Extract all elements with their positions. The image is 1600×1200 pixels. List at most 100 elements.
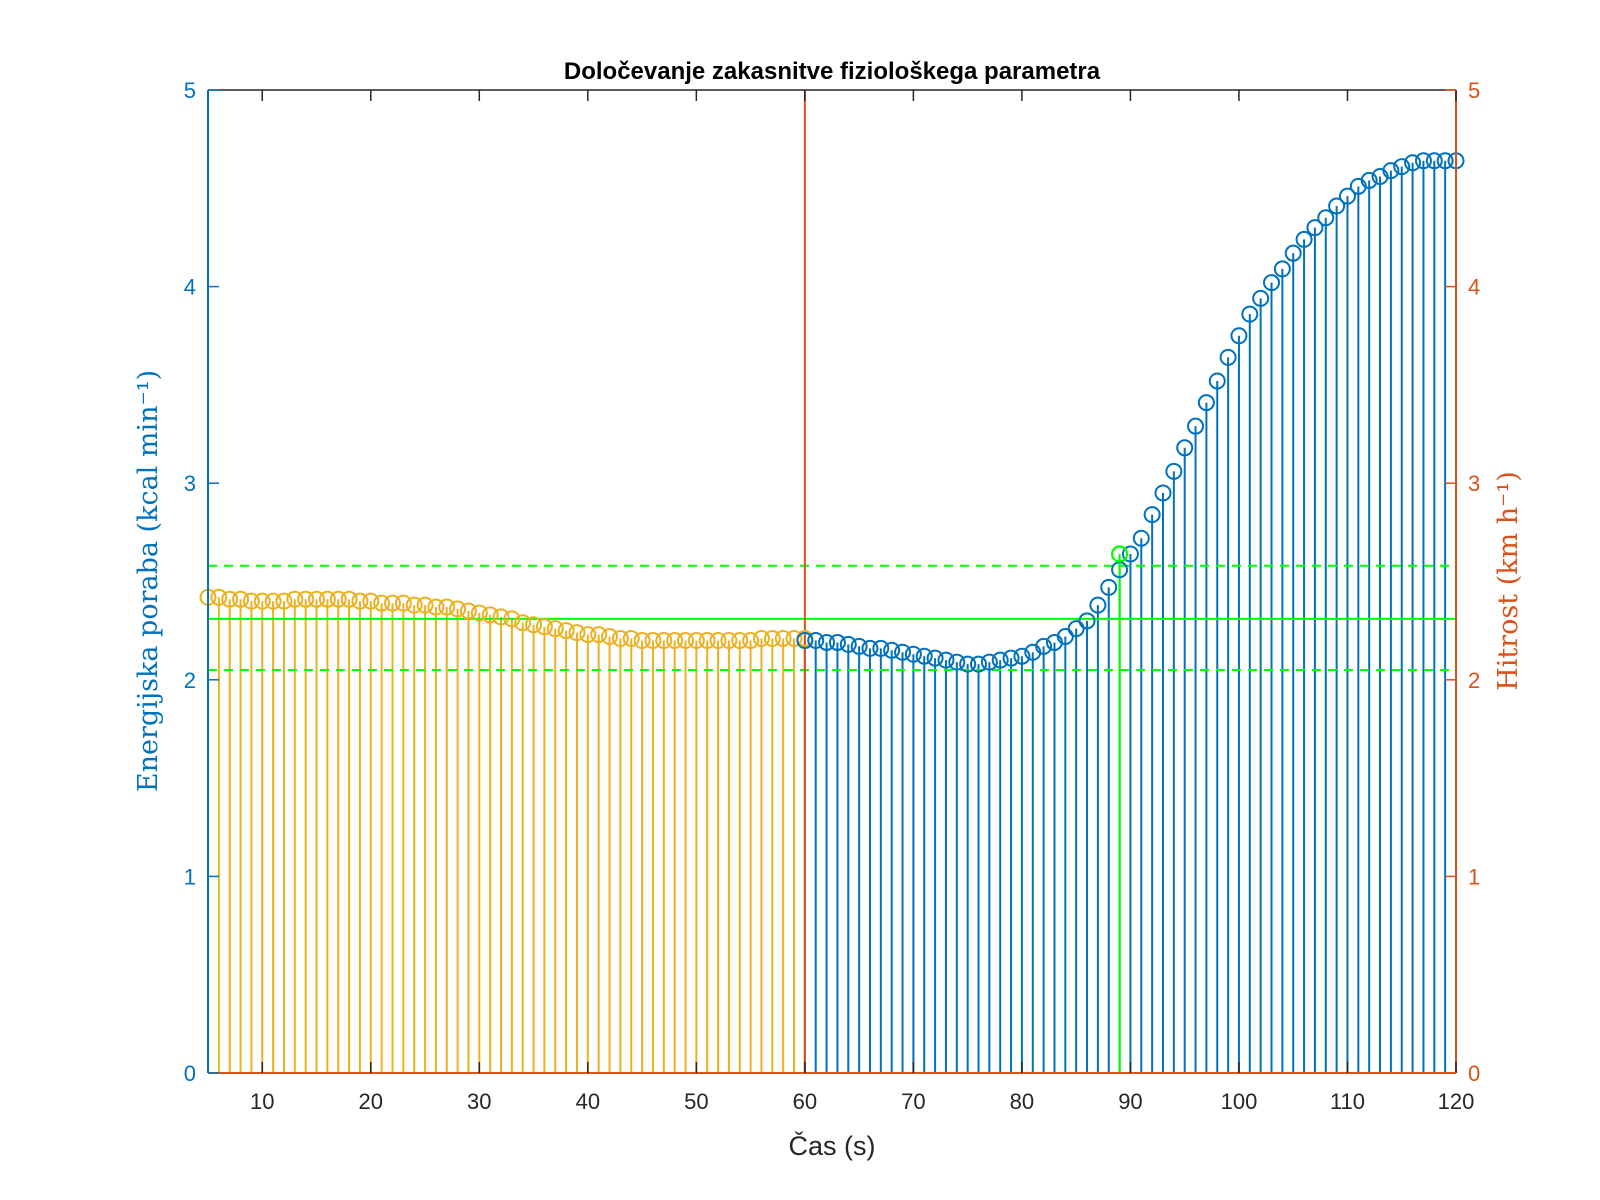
data-point [1100, 578, 1118, 596]
data-point [1414, 152, 1432, 170]
data-point [242, 592, 260, 610]
data-point [622, 630, 640, 648]
data-point [1436, 152, 1454, 170]
y-tick-label-right: 5 [1468, 78, 1480, 103]
data-point [1219, 348, 1237, 366]
x-tick-label: 110 [1330, 1089, 1365, 1114]
data-point [1132, 529, 1150, 547]
data-point [709, 631, 727, 649]
data-point [1078, 612, 1096, 630]
x-tick-label: 70 [901, 1089, 925, 1114]
data-point [1121, 545, 1139, 563]
data-point [351, 592, 369, 610]
x-tick-label: 40 [576, 1089, 600, 1114]
data-point [1328, 197, 1346, 215]
data-point [1067, 620, 1085, 638]
plot-background [208, 90, 1456, 1073]
highlight-point [1110, 545, 1129, 563]
data-point [383, 594, 401, 612]
x-tick-label: 50 [684, 1089, 708, 1114]
data-point [601, 628, 619, 646]
data-point [676, 631, 694, 649]
y-tick-label-left: 4 [184, 275, 196, 300]
data-point [318, 590, 336, 608]
data-point [546, 620, 564, 638]
data-point [785, 630, 803, 648]
data-point [872, 639, 890, 657]
x-axis-label: Čas (s) [789, 1130, 876, 1161]
data-point [720, 631, 738, 649]
data-point [1013, 647, 1031, 665]
data-point [883, 641, 901, 659]
data-point [1197, 394, 1215, 412]
data-point [1263, 274, 1281, 292]
data-point [1241, 305, 1259, 323]
data-point [329, 590, 347, 608]
y-tick-label-right: 0 [1468, 1061, 1480, 1086]
data-point [1187, 417, 1205, 435]
data-point [297, 590, 315, 608]
data-point [970, 655, 988, 673]
data-point [1252, 289, 1270, 307]
data-point [937, 651, 955, 669]
data-point [774, 630, 792, 648]
data-point [492, 608, 510, 626]
x-tick-label: 60 [793, 1089, 817, 1114]
data-point [807, 631, 825, 649]
data-point [1230, 327, 1248, 345]
data-point [644, 631, 662, 649]
data-point [1317, 209, 1335, 227]
data-point [579, 626, 597, 644]
y-tick-label-right: 2 [1468, 668, 1480, 693]
data-point [535, 618, 553, 636]
data-point [394, 594, 412, 612]
data-point [481, 606, 499, 624]
data-point [1056, 628, 1074, 646]
data-point [1208, 372, 1226, 390]
data-point [850, 637, 868, 655]
x-tick-label: 10 [250, 1089, 274, 1114]
data-point [525, 616, 543, 634]
y-tick-label-right: 4 [1468, 275, 1480, 300]
y-tick-label-right: 3 [1468, 471, 1480, 496]
data-point [308, 590, 326, 608]
data-point [698, 631, 716, 649]
data-point [1165, 462, 1183, 480]
data-point [633, 631, 651, 649]
y-tick-label-left: 5 [184, 78, 196, 103]
data-point [470, 604, 488, 622]
y-axis-label-right: Hitrost (km h⁻¹) [1493, 471, 1524, 691]
data-point [373, 594, 391, 612]
data-point [752, 630, 770, 648]
y-tick-label-left: 1 [184, 864, 196, 889]
data-point [818, 633, 836, 651]
data-point [362, 592, 380, 610]
data-point [1295, 230, 1313, 248]
data-point [590, 626, 608, 644]
data-point [655, 631, 673, 649]
axes-layer [207, 89, 1457, 1074]
data-point [221, 590, 239, 608]
data-point [894, 643, 912, 661]
data-point [828, 633, 846, 651]
data-point [427, 598, 445, 616]
data-point [286, 590, 304, 608]
data-point [568, 624, 586, 642]
data-point [1425, 152, 1443, 170]
data-point [264, 592, 282, 610]
data-point [1360, 171, 1378, 189]
data-point [731, 631, 749, 649]
data-point [438, 598, 456, 616]
data-point [980, 653, 998, 671]
data-point [1393, 158, 1411, 176]
data-point [611, 630, 629, 648]
x-tick-label: 20 [359, 1089, 383, 1114]
data-point [839, 635, 857, 653]
x-tick-label: 120 [1438, 1089, 1475, 1114]
data-point [459, 602, 477, 620]
data-point [959, 655, 977, 673]
data-point [1143, 506, 1161, 524]
data-point [1002, 649, 1020, 667]
